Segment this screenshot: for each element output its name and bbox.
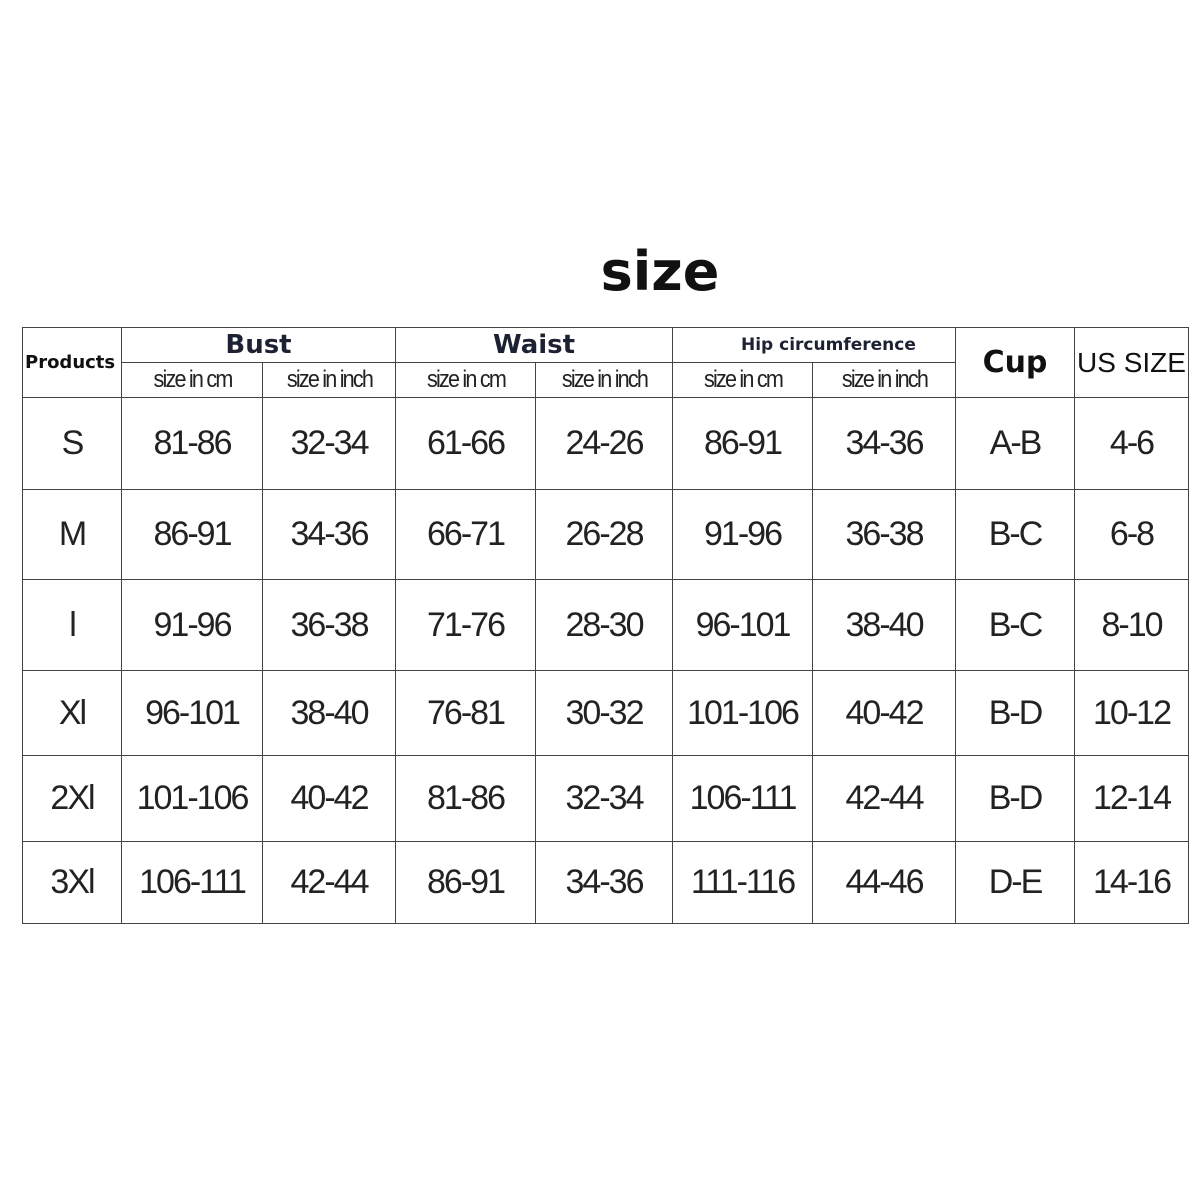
cell-bust-cm: 91-96 — [121, 579, 263, 671]
cell-hip-in: 44-46 — [812, 841, 956, 924]
cell-us: 4-6 — [1074, 397, 1189, 490]
cell-bust-in: 42-44 — [262, 841, 396, 924]
cell-bust-in: 38-40 — [262, 670, 396, 756]
cell-waist-in: 26-28 — [535, 489, 673, 580]
table-row: l 91-96 36-38 71-76 28-30 96-101 38-40 B-C 8-10 — [22, 579, 1189, 671]
cell-hip-cm: 96-101 — [672, 579, 813, 671]
cell-hip-cm: 101-106 — [672, 670, 813, 756]
cell-hip-in: 34-36 — [812, 397, 956, 490]
cell-bust-in: 36-38 — [262, 579, 396, 671]
cell-waist-in: 28-30 — [535, 579, 673, 671]
subheader-row: size in cm size in inch size in cm size … — [23, 362, 1189, 398]
cell-waist-cm: 81-86 — [395, 755, 536, 842]
cell-bust-cm: 96-101 — [121, 670, 263, 756]
subheader-hip-cm: size in cm — [679, 362, 806, 398]
cell-waist-in: 30-32 — [535, 670, 673, 756]
table-row: Xl 96-101 38-40 76-81 30-32 101-106 40-42 B-D 10… — [22, 670, 1189, 756]
cell-us: 14-16 — [1074, 841, 1189, 924]
cell-hip-in: 36-38 — [812, 489, 956, 580]
cell-size: Xl — [22, 670, 122, 756]
cell-bust-cm: 81-86 — [121, 397, 263, 490]
table-row: M 86-91 34-36 66-71 26-28 91-96 36-38 B-C 6-8 — [22, 489, 1189, 580]
cell-size: 3Xl — [22, 841, 122, 924]
cell-hip-in: 42-44 — [812, 755, 956, 842]
cell-hip-cm: 106-111 — [672, 755, 813, 842]
cell-waist-cm: 71-76 — [395, 579, 536, 671]
cell-hip-in: 40-42 — [812, 670, 956, 756]
cell-bust-in: 34-36 — [262, 489, 396, 580]
cell-waist-in: 32-34 — [535, 755, 673, 842]
subheader-bust-cm: size in cm — [128, 362, 256, 398]
cell-cup: B-C — [955, 489, 1075, 580]
header-hip: Hip circumference — [672, 327, 956, 363]
subheader-waist-cm: size in cm — [402, 362, 529, 398]
cell-bust-in: 32-34 — [262, 397, 396, 490]
cell-waist-in: 24-26 — [535, 397, 673, 490]
cell-bust-cm: 86-91 — [121, 489, 263, 580]
header-row: Products Bust Waist Hip circumference Cu… — [22, 327, 1189, 398]
cell-size: l — [22, 579, 122, 671]
cell-hip-cm: 91-96 — [672, 489, 813, 580]
cell-hip-cm: 86-91 — [672, 397, 813, 490]
header-us-size: US SIZE — [1074, 327, 1189, 398]
subheader-hip-inch: size in inch — [819, 362, 949, 398]
header-waist: Waist — [395, 327, 673, 363]
cell-bust-cm: 101-106 — [121, 755, 263, 842]
table-row: 3Xl 106-111 42-44 86-91 34-36 111-116 44-46 D-E… — [22, 841, 1189, 924]
cell-cup: B-D — [955, 755, 1075, 842]
cell-hip-cm: 111-116 — [672, 841, 813, 924]
cell-us: 8-10 — [1074, 579, 1189, 671]
cell-size: 2Xl — [22, 755, 122, 842]
cell-cup: A-B — [955, 397, 1075, 490]
cell-hip-in: 38-40 — [812, 579, 956, 671]
cell-bust-in: 40-42 — [262, 755, 396, 842]
cell-bust-cm: 106-111 — [121, 841, 263, 924]
cell-us: 6-8 — [1074, 489, 1189, 580]
cell-us: 10-12 — [1074, 670, 1189, 756]
cell-waist-cm: 86-91 — [395, 841, 536, 924]
cell-cup: B-C — [955, 579, 1075, 671]
cell-waist-cm: 61-66 — [395, 397, 536, 490]
cell-size: S — [22, 397, 122, 490]
page-title: size — [600, 240, 720, 303]
cell-waist-in: 34-36 — [535, 841, 673, 924]
size-chart-table: Products Bust Waist Hip circumference Cu… — [22, 327, 1189, 924]
cell-size: M — [22, 489, 122, 580]
table-row: S 81-86 32-34 61-66 24-26 86-91 34-36 A-B 4-6 — [22, 397, 1189, 490]
header-products: Products — [22, 327, 122, 398]
cell-waist-cm: 76-81 — [395, 670, 536, 756]
header-cup: Cup — [955, 327, 1075, 398]
cell-cup: B-D — [955, 670, 1075, 756]
cell-us: 12-14 — [1074, 755, 1189, 842]
subheader-bust-inch: size in inch — [268, 362, 390, 398]
cell-cup: D-E — [955, 841, 1075, 924]
header-bust: Bust — [121, 327, 396, 363]
cell-waist-cm: 66-71 — [395, 489, 536, 580]
table-row: 2Xl 101-106 40-42 81-86 32-34 106-111 42-44 B-D… — [22, 755, 1189, 842]
subheader-waist-inch: size in inch — [541, 362, 667, 398]
